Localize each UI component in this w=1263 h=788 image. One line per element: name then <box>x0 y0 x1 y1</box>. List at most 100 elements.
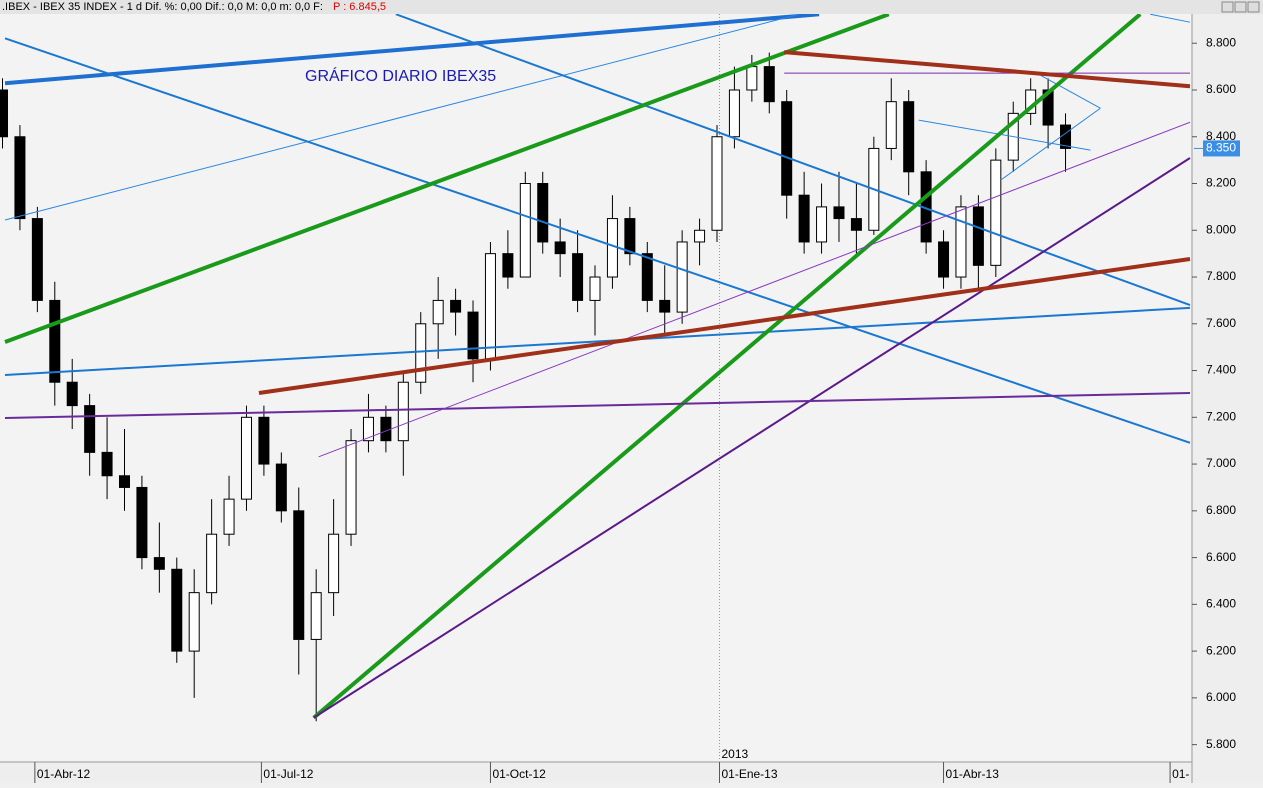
candle-body <box>328 533 340 594</box>
candle-body <box>990 159 1002 266</box>
candle-body <box>885 101 897 149</box>
candle-body <box>118 475 130 488</box>
candle-body <box>49 299 61 383</box>
y-tick-label: 8.200 <box>1206 176 1236 190</box>
candle-body <box>66 381 78 407</box>
candle-body <box>903 101 915 173</box>
candle-body <box>938 241 950 278</box>
candle-body <box>502 253 514 278</box>
year-label: 2013 <box>721 747 748 761</box>
candle-body <box>275 463 287 512</box>
candle-body <box>293 510 305 640</box>
y-tick-label: 6.200 <box>1206 643 1236 657</box>
candle-body <box>467 311 479 360</box>
y-tick-label: 6.000 <box>1206 690 1236 704</box>
maximize-button[interactable] <box>1234 1 1247 13</box>
candle-body <box>84 405 96 453</box>
minimize-button[interactable] <box>1221 1 1234 13</box>
x-tick-label: 01-Abr-12 <box>37 767 91 781</box>
window-title: .IBEX - IBEX 35 INDEX - 1 d Dif. %: 0,00… <box>2 1 323 13</box>
y-tick-label: 7.600 <box>1206 316 1236 330</box>
candle-body <box>972 206 984 266</box>
candle-body <box>223 498 235 535</box>
candle-body <box>781 101 793 196</box>
y-tick-label: 7.400 <box>1206 363 1236 377</box>
trendline <box>395 14 1191 307</box>
trendline <box>312 14 1142 720</box>
candle-body <box>763 66 775 103</box>
candle-body <box>694 229 706 243</box>
candle-body <box>153 557 165 570</box>
window-buttons[interactable] <box>1221 1 1260 13</box>
y-tick-label: 6.600 <box>1206 550 1236 564</box>
candle-body <box>537 183 549 243</box>
close-button[interactable] <box>1247 1 1260 13</box>
candle-body <box>519 183 531 278</box>
candle-body <box>728 89 740 138</box>
candle-body <box>14 136 26 220</box>
candle-body <box>136 486 148 559</box>
candle-body <box>171 568 183 652</box>
candle-body <box>659 299 671 313</box>
candle-body <box>711 136 723 231</box>
last-price-flag <box>1203 140 1240 157</box>
candle-body <box>641 253 653 301</box>
x-tick-label: 01-Ene-13 <box>721 767 777 781</box>
trendline <box>4 391 1191 420</box>
candle-body <box>240 416 252 500</box>
y-tick-label: 8.600 <box>1206 82 1236 96</box>
candle-body <box>310 592 322 640</box>
y-tick-label: 6.400 <box>1206 597 1236 611</box>
candle-body <box>101 451 113 477</box>
y-tick-label: 7.200 <box>1206 409 1236 423</box>
y-tick-label: 8.800 <box>1206 35 1236 49</box>
title-bar <box>0 0 1263 14</box>
x-tick-label: 01- <box>1172 767 1189 781</box>
plot <box>0 14 1191 761</box>
candle-body <box>31 218 43 301</box>
candle-body <box>484 253 496 360</box>
trendline <box>4 14 820 86</box>
trendline <box>318 121 1191 458</box>
chart-title: GRÁFICO DIARIO IBEX35 <box>305 66 496 85</box>
y-tick-label: 8.000 <box>1206 222 1236 236</box>
trendline <box>1000 107 1101 181</box>
candle-body <box>0 89 9 138</box>
candle-body <box>572 253 584 301</box>
candle-body <box>589 276 601 301</box>
candle-body <box>380 416 392 442</box>
candle-body <box>1042 89 1054 126</box>
trendline <box>1150 14 1191 23</box>
candle-body <box>450 299 462 313</box>
y-tick-label: 8.400 <box>1206 129 1236 143</box>
trendline <box>4 14 800 221</box>
candle-body <box>415 323 427 383</box>
x-tick-label: 01-Jul-12 <box>263 767 313 781</box>
trendline <box>784 50 1191 89</box>
candle-body <box>345 440 357 535</box>
candle-body <box>258 416 270 465</box>
x-tick-label: 01-Oct-12 <box>492 767 546 781</box>
candle-body <box>362 416 374 442</box>
trendline <box>4 37 1191 444</box>
trendline <box>4 306 1191 376</box>
last-price-label: 8.350 <box>1206 141 1236 155</box>
candle-body <box>746 66 758 91</box>
y-tick-label: 5.800 <box>1206 737 1236 751</box>
candle-body <box>798 194 810 243</box>
candle-body <box>432 299 444 325</box>
candle-body <box>850 218 862 231</box>
x-tick-label: 01-Abr-13 <box>946 767 1000 781</box>
trendline <box>1040 74 1101 109</box>
y-tick-label: 6.800 <box>1206 503 1236 517</box>
candle-body <box>554 241 566 255</box>
candle-body <box>206 533 218 594</box>
candle-body <box>188 592 200 652</box>
y-tick-label: 7.800 <box>1206 269 1236 283</box>
candle-body <box>676 241 688 313</box>
trendline <box>918 119 1091 151</box>
trendline <box>4 14 890 344</box>
candle-body <box>955 206 967 278</box>
